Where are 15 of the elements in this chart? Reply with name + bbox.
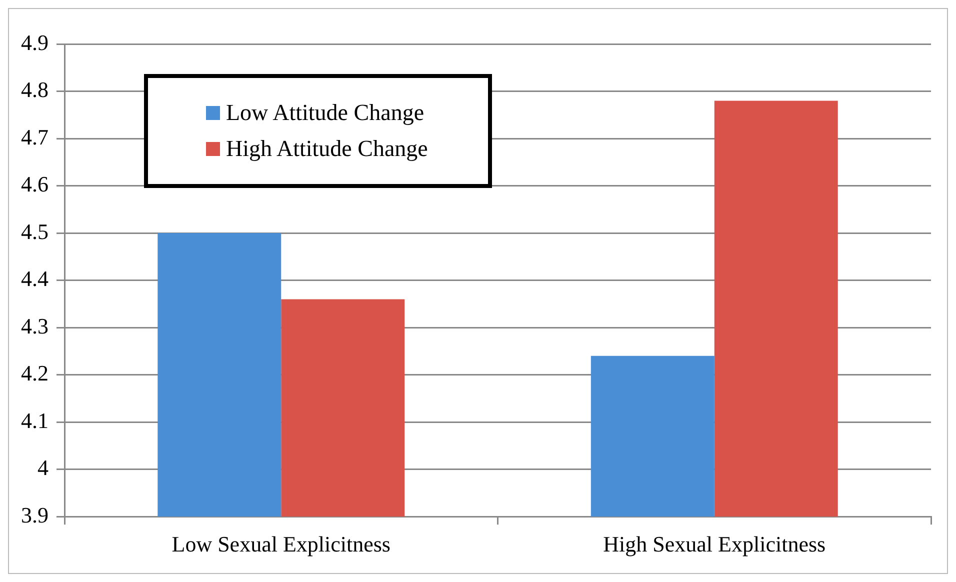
x-tick-label: Low Sexual Explicitness xyxy=(172,532,390,557)
y-tick-label: 4.5 xyxy=(21,218,48,244)
y-tick-label: 4.1 xyxy=(21,408,48,433)
x-tick-label: High Sexual Explicitness xyxy=(603,532,826,557)
y-tick-label: 4.9 xyxy=(21,30,48,55)
y-tick-label: 4.7 xyxy=(21,124,48,150)
y-tick-label: 4 xyxy=(38,455,48,480)
legend-label: Low Attitude Change xyxy=(226,100,424,126)
y-tick-label: 3.9 xyxy=(21,502,48,528)
y-tick-label: 4.2 xyxy=(21,360,48,386)
y-tick-label: 4.3 xyxy=(21,313,48,338)
legend-label: High Attitude Change xyxy=(226,136,428,162)
y-tick-label: 4.6 xyxy=(21,172,48,197)
y-tick-label: 4.8 xyxy=(21,77,48,102)
y-tick-label: 4.4 xyxy=(21,266,48,292)
